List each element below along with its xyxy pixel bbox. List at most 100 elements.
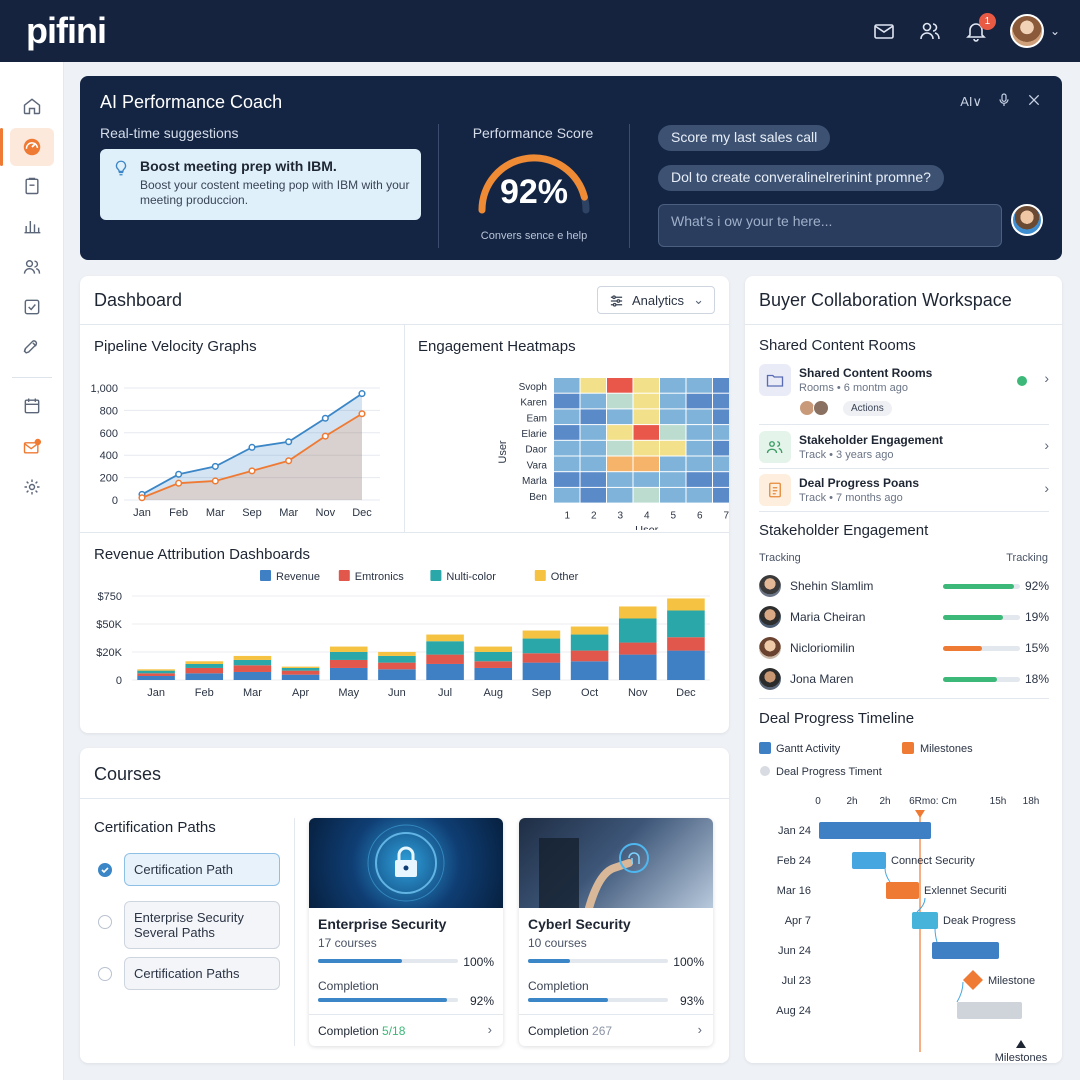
checklist-icon[interactable] (12, 288, 52, 326)
stakeholder-row[interactable]: Jona Maren 18% (759, 668, 1049, 692)
inbox-alert-icon[interactable] (12, 428, 52, 466)
col-label: 5 (670, 511, 676, 522)
heatmap-cell (580, 456, 606, 472)
x-tick-label: Jan (147, 687, 165, 699)
course-tile[interactable]: Enterprise Security 17 courses 100% Comp… (309, 818, 503, 1046)
y-tick-label: $20K (96, 647, 122, 659)
room-item[interactable]: Stakeholder Engagement Track • 3 years a… (759, 431, 1049, 467)
actions-button[interactable]: Actions (843, 401, 892, 416)
row-label: Svoph (519, 382, 547, 393)
settings-gear-icon[interactable] (12, 468, 52, 506)
bar-segment (233, 655, 272, 660)
close-icon[interactable] (1026, 92, 1042, 111)
heatmap-cell (607, 487, 633, 503)
folder-icon (759, 364, 791, 396)
bar-segment (618, 618, 657, 643)
engagement-bar (943, 584, 1020, 589)
col-label: 1 (564, 511, 570, 522)
divider (404, 324, 405, 532)
divider (759, 468, 1049, 469)
clipboard-icon[interactable] (12, 167, 52, 205)
x-tick-label: 18h (1023, 796, 1040, 807)
legend-label: Other (551, 571, 579, 583)
chevron-right-icon[interactable]: › (1044, 480, 1049, 496)
team-icon[interactable] (12, 248, 52, 286)
room-item[interactable]: Shared Content Rooms Rooms • 6 montm ago… (759, 364, 1049, 422)
data-point (358, 390, 366, 398)
chevron-down-icon[interactable]: ⌄ (1049, 24, 1060, 38)
bottom-label: Milestones (995, 1052, 1048, 1064)
mail-icon[interactable] (872, 19, 896, 43)
room-item[interactable]: Deal Progress Poans Track • 7 months ago… (759, 474, 1049, 510)
bar-segment (474, 646, 513, 652)
y-tick-label: 0 (112, 495, 118, 507)
y-tick-label: 1,000 (90, 383, 118, 395)
col-label: 7 (723, 511, 729, 522)
heatmap-cell (633, 409, 659, 425)
suggestion-card[interactable]: Boost meeting prep with IBM. Boost your … (100, 149, 421, 220)
stakeholder-row[interactable]: Nicloriomilin 15% (759, 637, 1049, 661)
certification-step[interactable]: Certification Path (124, 853, 280, 886)
certification-step[interactable]: Certification Paths (124, 957, 280, 990)
bar-segment (426, 641, 464, 655)
x-tick-label: Oct (581, 687, 598, 699)
row-label: Jul 23 (782, 975, 811, 987)
certification-step[interactable]: Enterprise Security Several Paths (124, 901, 280, 949)
coach-input[interactable]: What's i ow your te here... (658, 204, 1002, 247)
chevron-right-icon[interactable]: › (1044, 437, 1049, 453)
avatar (759, 637, 781, 659)
gauge-icon[interactable] (0, 128, 54, 166)
bell-icon[interactable]: 1 (964, 13, 996, 43)
x-tick-label: Nov (316, 507, 336, 519)
bar-segment (329, 659, 368, 668)
user-avatar[interactable] (1009, 14, 1044, 48)
series-area (142, 413, 362, 500)
analytics-dropdown[interactable]: Analytics ⌄ (597, 286, 715, 314)
row-label: Daor (525, 445, 547, 456)
chevron-right-icon[interactable]: › (487, 1022, 492, 1037)
prompt-chip[interactable]: Score my last sales call (658, 125, 831, 151)
heatmap-cell (633, 487, 659, 503)
chevron-right-icon[interactable]: › (1044, 370, 1049, 386)
users-icon[interactable] (918, 19, 942, 43)
home-icon[interactable] (12, 87, 52, 125)
heatmap-cell (713, 487, 729, 503)
bar-chart-icon[interactable] (12, 207, 52, 245)
data-point (211, 477, 219, 485)
sliders-icon (609, 294, 624, 311)
heatmap-cell (554, 409, 580, 425)
x-tick-label: Mar (206, 507, 225, 519)
completion-progress (318, 998, 458, 1002)
app-logo[interactable]: pifini (26, 10, 107, 51)
dashboard-card: Dashboard Analytics ⌄ Pipeline Velocity … (80, 276, 729, 733)
bar-segment (522, 653, 561, 663)
x-tick-label: 2h (879, 796, 890, 807)
language-selector[interactable]: AI∨ (960, 93, 982, 109)
x-tick-label: Mar (279, 507, 298, 519)
microphone-icon[interactable] (996, 92, 1012, 111)
current-time-marker (915, 810, 925, 818)
bar-segment (522, 630, 561, 639)
bar-label: Milestone (988, 975, 1035, 987)
stakeholder-row[interactable]: Shehin Slamlim 92% (759, 575, 1049, 599)
heatmap-cell (607, 409, 633, 425)
x-tick-label: Jan (133, 507, 151, 519)
course-image (309, 818, 503, 908)
engagement-bar (943, 677, 1020, 682)
calendar-icon[interactable] (12, 387, 52, 425)
chevron-right-icon[interactable]: › (697, 1022, 702, 1037)
heatmap-cell (686, 472, 712, 487)
dependency-arrow (956, 981, 964, 1003)
course-name: Enterprise Security (318, 916, 447, 932)
course-tile[interactable]: Cyberl Security 10 courses 100% Completi… (519, 818, 713, 1046)
bar-segment (667, 637, 705, 651)
y-tick-label: 800 (100, 405, 118, 417)
prompt-chip[interactable]: Dol to create converalinelrerinint promn… (658, 165, 944, 191)
rocket-icon[interactable] (12, 328, 52, 366)
bar-segment (378, 662, 416, 670)
x-tick-label: Feb (195, 687, 214, 699)
heatmap-cell (660, 378, 686, 393)
course-name: Cyberl Security (528, 916, 631, 932)
bar-segment (474, 651, 513, 662)
stakeholder-row[interactable]: Maria Cheiran 19% (759, 606, 1049, 630)
